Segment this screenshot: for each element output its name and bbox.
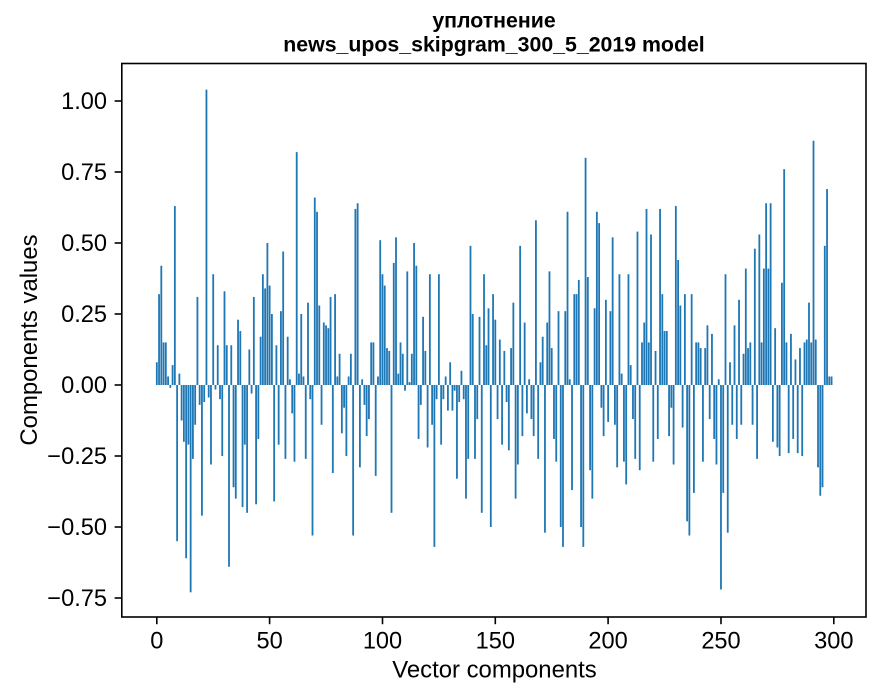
svg-text:Vector components: Vector components <box>392 657 597 684</box>
svg-text:0.50: 0.50 <box>61 231 107 257</box>
svg-text:−0.75: −0.75 <box>47 586 107 612</box>
svg-text:0.25: 0.25 <box>61 302 107 328</box>
svg-text:news_upos_skipgram_300_5_2019: news_upos_skipgram_300_5_2019 model <box>283 32 704 56</box>
svg-text:0.75: 0.75 <box>61 160 107 186</box>
svg-text:0: 0 <box>150 629 163 655</box>
svg-text:Components values: Components values <box>16 234 43 445</box>
svg-text:уплотнение: уплотнение <box>432 9 556 33</box>
svg-text:150: 150 <box>476 629 515 655</box>
svg-text:50: 50 <box>256 629 282 655</box>
svg-text:250: 250 <box>701 629 740 655</box>
svg-text:100: 100 <box>363 629 402 655</box>
svg-text:−0.25: −0.25 <box>47 444 107 470</box>
svg-text:0.00: 0.00 <box>61 373 107 399</box>
svg-text:300: 300 <box>814 629 853 655</box>
svg-text:200: 200 <box>588 629 627 655</box>
svg-text:−0.50: −0.50 <box>47 515 107 541</box>
svg-text:1.00: 1.00 <box>61 89 107 115</box>
